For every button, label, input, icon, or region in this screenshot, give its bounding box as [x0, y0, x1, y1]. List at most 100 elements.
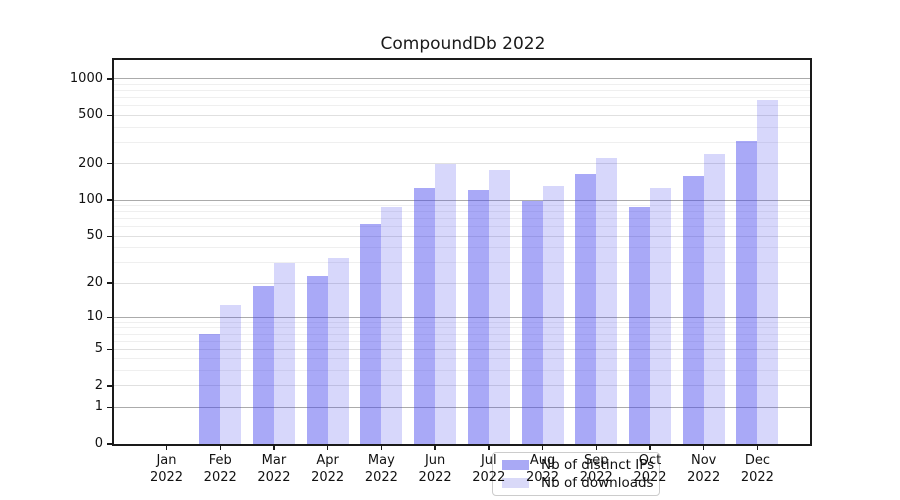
- gridline-major: [114, 163, 810, 165]
- gridline-decade: [114, 406, 810, 408]
- gridline-minor: [114, 358, 810, 360]
- y-tick-label: 50: [86, 228, 103, 244]
- x-tick-label-feb: Feb 2022: [203, 453, 237, 485]
- y-tick-label: 20: [86, 275, 103, 291]
- gridline-major: [114, 235, 810, 237]
- bar-downloads-feb: [220, 304, 242, 444]
- gridline-minor: [114, 211, 810, 213]
- gridline-minor: [114, 90, 810, 92]
- y-tick-mark: [107, 385, 112, 387]
- x-tick-label-nov: Nov 2022: [687, 453, 721, 485]
- x-tick-label-apr: Apr 2022: [311, 453, 345, 485]
- x-tick-label-may: May 2022: [364, 453, 398, 485]
- y-tick-mark: [107, 163, 112, 165]
- bar-downloads-nov: [703, 154, 725, 444]
- gridline-minor: [114, 340, 810, 342]
- legend-item-distinct-ips: Nb of distinct IPs: [502, 457, 654, 473]
- x-tick-label-oct: Oct 2022: [633, 453, 667, 485]
- x-tick-mark: [756, 446, 759, 450]
- gridline-minor: [114, 218, 810, 220]
- bar-distinct-ips-sep: [575, 173, 597, 444]
- legend-item-downloads: Nb of downloads: [502, 475, 654, 491]
- chart-title: CompoundDb 2022: [380, 34, 546, 54]
- gridline-decade: [114, 199, 810, 201]
- y-tick-label: 1000: [69, 70, 103, 86]
- x-tick-mark: [380, 446, 383, 450]
- x-tick-mark: [219, 446, 221, 450]
- y-tick-mark: [107, 443, 112, 445]
- gridline-decade: [114, 78, 810, 80]
- gridline-minor: [114, 262, 810, 264]
- x-tick-label-jul: Jul 2022: [472, 453, 506, 485]
- gridline-minor: [114, 247, 810, 249]
- legend-swatch-downloads: [502, 477, 529, 488]
- y-tick-mark: [107, 235, 112, 237]
- x-tick-label-aug: Aug 2022: [525, 453, 560, 485]
- bar-distinct-ips-apr: [306, 276, 328, 444]
- y-tick-label: 1: [94, 399, 103, 415]
- y-tick-label: 0: [94, 436, 103, 451]
- gridline-major: [114, 114, 810, 116]
- gridline-major: [114, 348, 810, 350]
- bar-downloads-dec: [757, 100, 779, 444]
- y-tick-mark: [107, 199, 112, 201]
- legend-label-distinct-ips: Nb of distinct IPs: [541, 457, 655, 474]
- gridline-major: [114, 282, 810, 284]
- x-tick-label-dec: Dec 2022: [740, 453, 774, 485]
- bar-downloads-jun: [435, 163, 457, 444]
- y-tick-label: 100: [78, 192, 103, 208]
- x-tick-mark: [541, 446, 544, 450]
- gridline-minor: [114, 327, 810, 329]
- gridline-minor: [114, 226, 810, 228]
- bar-downloads-mar: [273, 262, 295, 444]
- y-tick-mark: [107, 348, 112, 350]
- x-tick-label-mar: Mar 2022: [257, 453, 291, 485]
- x-tick-mark: [703, 446, 705, 450]
- gridline-minor: [114, 205, 810, 207]
- x-tick-label-jun: Jun 2022: [418, 453, 452, 485]
- bar-distinct-ips-mar: [252, 285, 274, 444]
- gridline-minor: [114, 333, 810, 335]
- bar-distinct-ips-may: [360, 224, 382, 444]
- x-tick-mark: [326, 446, 329, 450]
- gridline-major: [114, 385, 810, 387]
- x-tick-mark: [488, 446, 490, 450]
- plot-canvas: [114, 60, 810, 444]
- bar-distinct-ips-aug: [521, 200, 543, 444]
- bar-downloads-apr: [327, 257, 349, 444]
- x-tick-mark: [434, 446, 436, 450]
- bar-distinct-ips-jul: [467, 189, 489, 444]
- bar-distinct-ips-jun: [414, 188, 436, 444]
- x-tick-mark: [273, 446, 275, 450]
- bar-distinct-ips-feb: [199, 334, 221, 444]
- x-tick-label-sep: Sep 2022: [579, 453, 613, 485]
- bar-distinct-ips-dec: [736, 141, 758, 444]
- gridline-minor: [114, 126, 810, 128]
- bar-downloads-aug: [542, 186, 564, 444]
- y-tick-label: 5: [94, 341, 103, 357]
- bar-downloads-jul: [488, 170, 510, 444]
- y-tick-label: 10: [86, 309, 103, 325]
- bar-downloads-may: [381, 207, 403, 444]
- gridline-minor: [114, 321, 810, 323]
- bar-downloads-oct: [649, 188, 671, 444]
- x-tick-mark: [595, 446, 597, 450]
- legend-label-downloads: Nb of downloads: [541, 474, 654, 491]
- gridline-minor: [114, 141, 810, 143]
- gridline-decade: [114, 316, 810, 318]
- y-tick-label: 200: [78, 155, 103, 171]
- y-tick-mark: [107, 114, 112, 117]
- gridline-minor: [114, 83, 810, 85]
- y-tick-mark: [107, 406, 112, 409]
- bar-downloads-sep: [596, 158, 618, 444]
- y-tick-label: 2: [94, 377, 103, 393]
- gridline-minor: [114, 105, 810, 107]
- gridline-minor: [114, 97, 810, 99]
- bar-distinct-ips-nov: [682, 175, 704, 444]
- plot-area: Nb of distinct IPs Nb of downloads: [112, 58, 812, 496]
- legend: Nb of distinct IPs Nb of downloads: [492, 452, 660, 496]
- x-tick-mark: [165, 446, 168, 450]
- y-tick-mark: [107, 316, 112, 318]
- x-tick-label-jan: Jan 2022: [149, 453, 184, 485]
